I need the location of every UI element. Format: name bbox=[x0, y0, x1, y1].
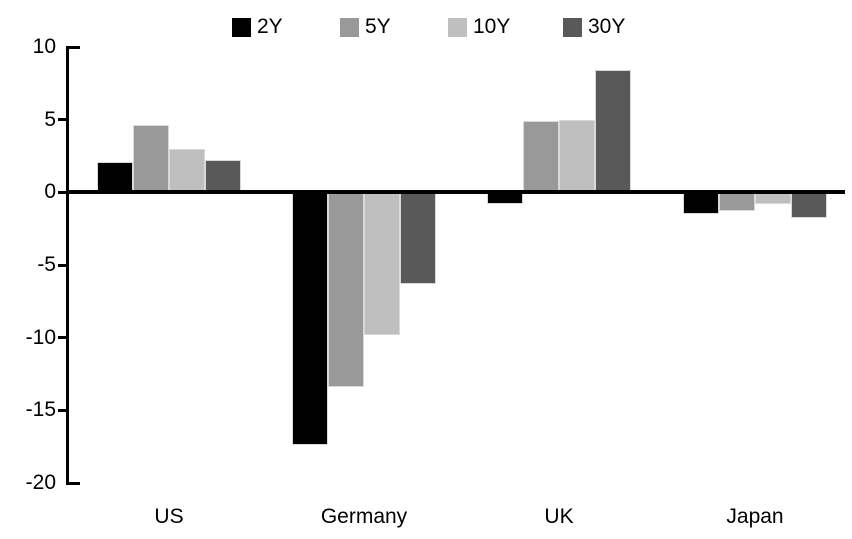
zero-axis-line bbox=[66, 190, 845, 195]
y-tick-label: -15 bbox=[25, 398, 56, 422]
bar-uk-5y bbox=[523, 121, 559, 193]
y-axis-tick bbox=[58, 190, 66, 194]
y-tick-label: 10 bbox=[32, 35, 56, 58]
bar-uk-10y bbox=[559, 119, 595, 193]
bar-germany-5y bbox=[328, 192, 364, 388]
y-tick-label: 5 bbox=[44, 107, 56, 131]
legend-label-30y: 30Y bbox=[588, 15, 626, 38]
legend-item-2y: 2Y bbox=[232, 14, 283, 40]
y-axis-line bbox=[66, 45, 69, 485]
category-label-uk: UK bbox=[544, 505, 574, 528]
y-tick-label: -20 bbox=[25, 471, 56, 494]
bar-germany-30y bbox=[400, 192, 436, 284]
category-label-us: US bbox=[154, 505, 184, 528]
y-axis-tick bbox=[58, 263, 66, 267]
bar-us-30y bbox=[205, 160, 241, 193]
legend-swatch-30y-icon bbox=[563, 17, 582, 37]
legend-label-2y: 2Y bbox=[257, 15, 283, 38]
bar-germany-2y bbox=[292, 192, 328, 446]
bar-germany-10y bbox=[364, 192, 400, 335]
y-axis-tick bbox=[58, 408, 66, 412]
y-axis-tick bbox=[69, 45, 80, 49]
bar-us-10y bbox=[169, 148, 205, 193]
legend-swatch-2y-icon bbox=[232, 17, 251, 37]
bar-japan-30y bbox=[791, 192, 827, 219]
legend-label-10y: 10Y bbox=[473, 15, 511, 38]
legend-swatch-10y-icon bbox=[448, 17, 467, 37]
bar-japan-2y bbox=[683, 192, 719, 215]
legend-swatch-5y-icon bbox=[340, 17, 359, 37]
y-tick-label: -5 bbox=[37, 253, 56, 276]
y-axis-tick bbox=[58, 336, 66, 340]
y-tick-label: -10 bbox=[25, 325, 56, 349]
bar-us-2y bbox=[97, 161, 133, 193]
y-axis-tick bbox=[58, 118, 66, 122]
bar-japan-5y bbox=[719, 192, 755, 212]
bar-uk-30y bbox=[595, 70, 631, 193]
bar-us-5y bbox=[133, 125, 169, 193]
legend-label-5y: 5Y bbox=[365, 15, 391, 38]
y-tick-label: 0 bbox=[44, 180, 56, 204]
legend-item-30y: 30Y bbox=[563, 14, 625, 40]
y-axis-tick bbox=[69, 481, 80, 485]
legend-item-5y: 5Y bbox=[340, 14, 391, 40]
category-label-germany: Germany bbox=[320, 505, 408, 528]
category-label-japan: Japan bbox=[726, 505, 784, 528]
legend-item-10y: 10Y bbox=[448, 14, 510, 40]
